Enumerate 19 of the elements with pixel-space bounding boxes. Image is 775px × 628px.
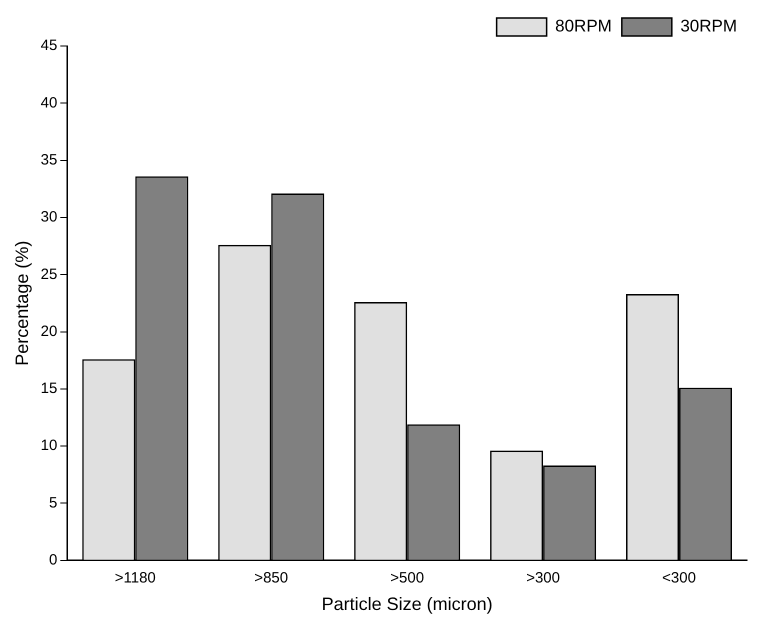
y-tick-label: 25 [40,266,58,283]
y-tick-label: 30 [40,208,58,226]
y-tick-label: 0 [48,552,58,569]
legend-label: 30RPM [680,16,737,36]
y-tick-label: 40 [40,94,58,112]
x-tick-label: >1180 [114,570,156,587]
y-tick-label: 15 [40,380,58,398]
y-tick-label: 20 [40,322,58,340]
x-tick-label: >850 [254,570,288,587]
x-tick-label: >500 [390,570,424,587]
x-tick-label: >300 [526,570,560,587]
y-tick-label: 35 [40,151,58,168]
x-tick-label: <300 [662,570,696,587]
x-axis-title: Particle Size (micron) [322,594,493,614]
y-tick-label: 45 [40,37,58,54]
y-tick-label: 10 [40,437,58,454]
y-tick-label: 5 [48,494,58,512]
legend-label: 80RPM [555,16,612,36]
y-axis-title: Percentage (%) [12,240,32,366]
